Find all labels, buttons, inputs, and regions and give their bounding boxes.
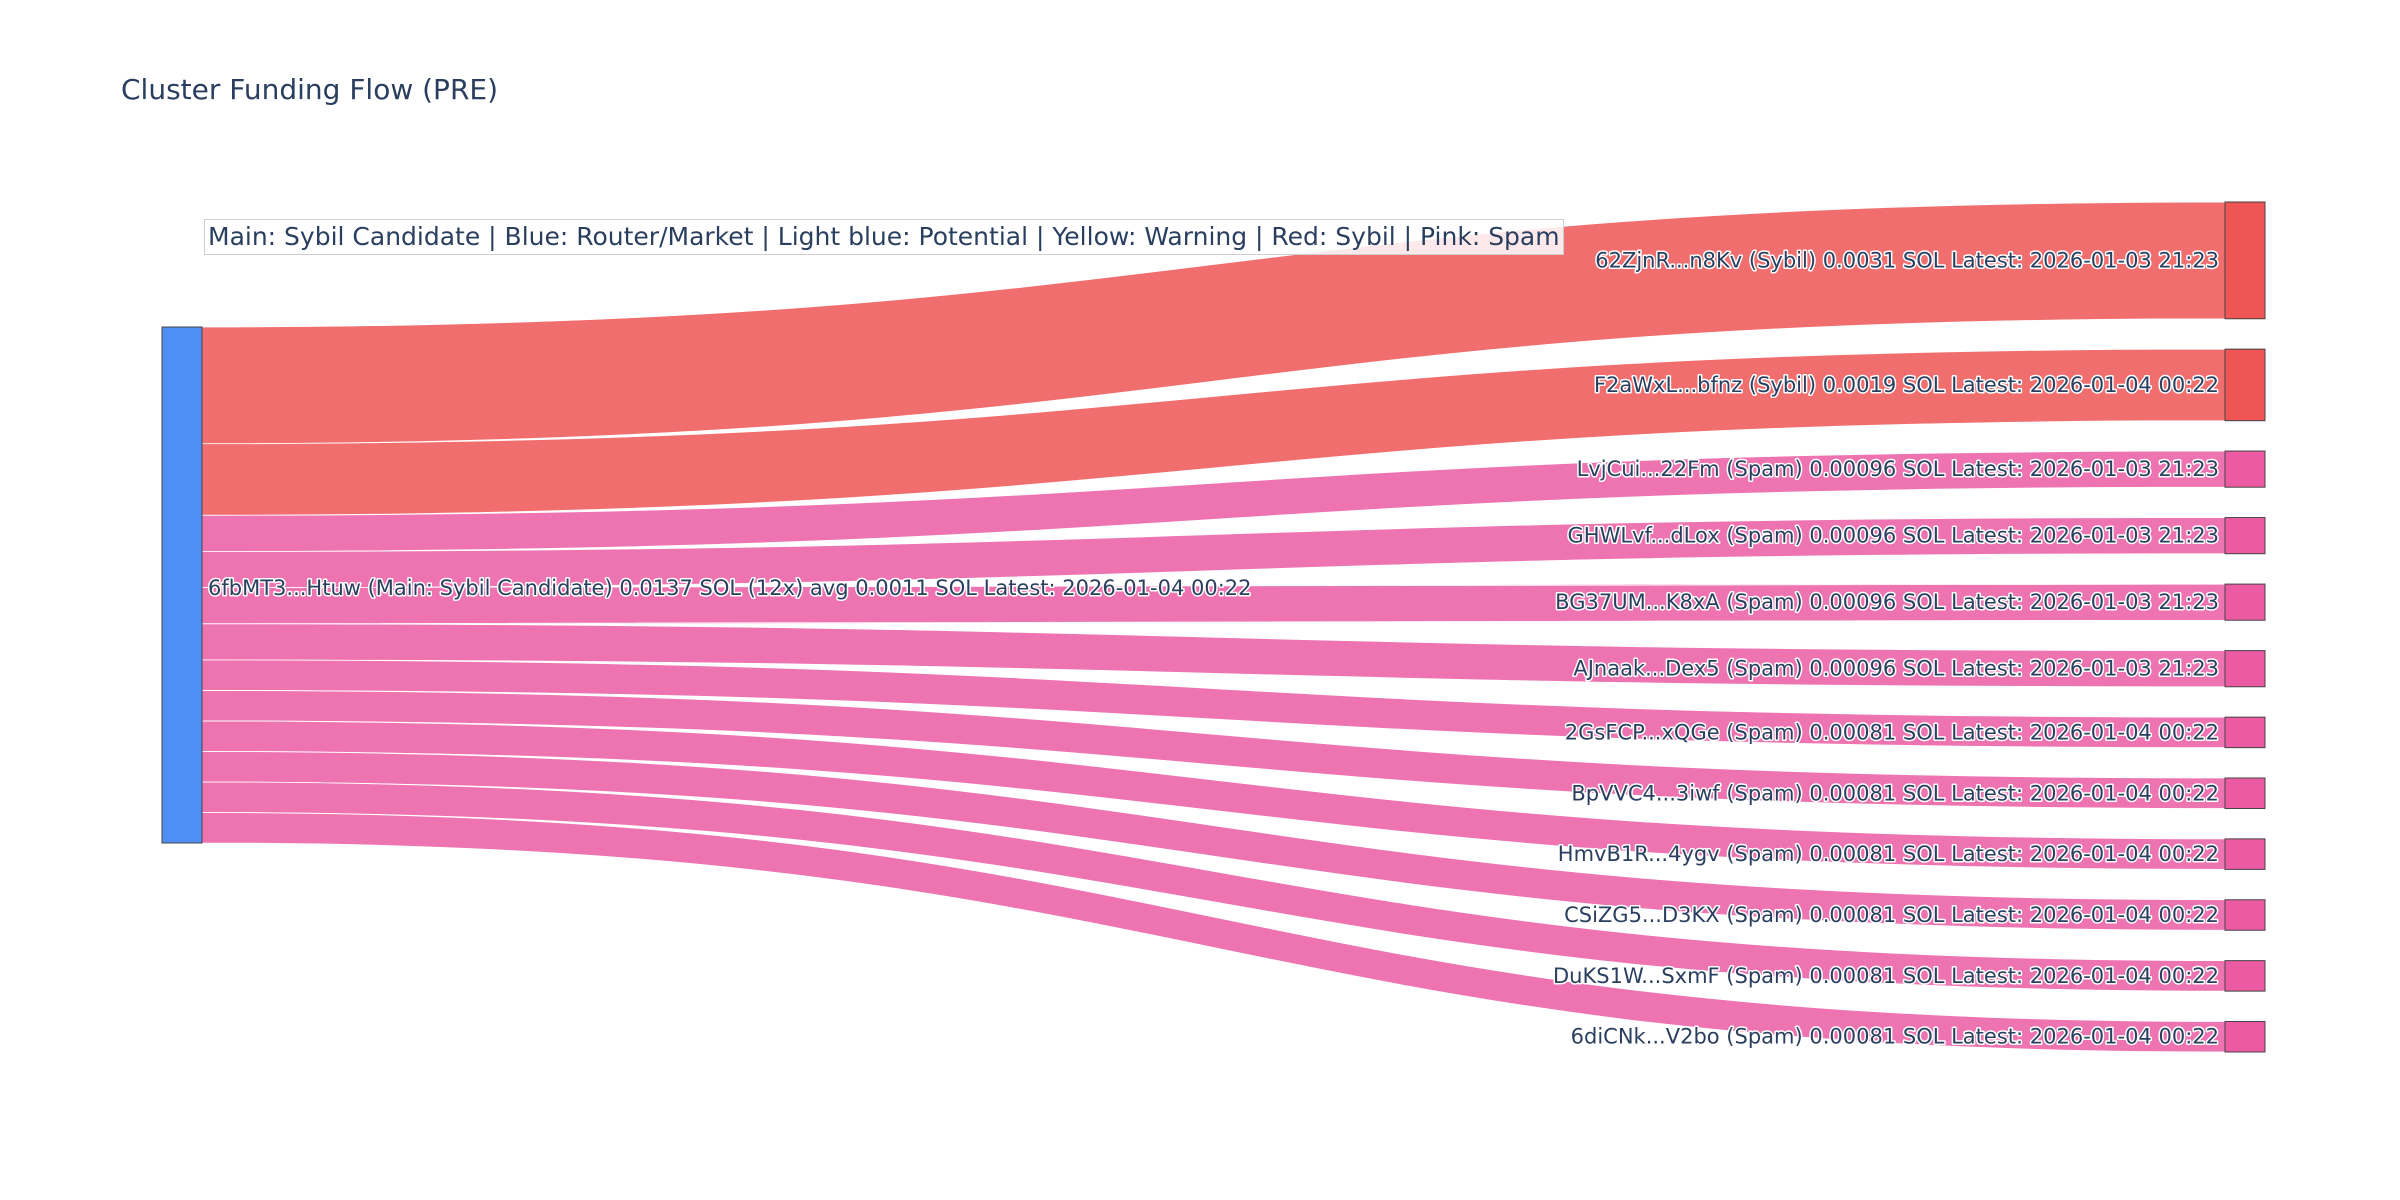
labels-layer: 62ZjnR...n8Kv (Sybil) 0.0031 SOL Latest:… [207, 247, 2221, 1050]
node-label-F2aWxL...bfnz: F2aWxL...bfnz (Sybil) 0.0019 SOL Latest:… [1594, 373, 2219, 397]
node-6fbMT3...Htuw [161, 326, 203, 844]
node-CSiZG5...D3KX [2224, 899, 2266, 931]
legend-note: Main: Sybil Candidate | Blue: Router/Mar… [204, 219, 1564, 255]
node-label-BG37UM...K8xA: BG37UM...K8xA (Spam) 0.00096 SOL Latest:… [1555, 590, 2219, 614]
node-2GsFCP...xQGe [2224, 716, 2266, 749]
node-label-AJnaak...Dex5: AJnaak...Dex5 (Spam) 0.00096 SOL Latest:… [1573, 657, 2219, 681]
node-GHWLvf...dLox [2224, 517, 2266, 555]
node-label-DuKS1W...SxmF: DuKS1W...SxmF (Spam) 0.00081 SOL Latest:… [1553, 964, 2219, 988]
node-AJnaak...Dex5 [2224, 650, 2266, 688]
node-label-HmvB1R...4ygv: HmvB1R...4ygv (Spam) 0.00081 SOL Latest:… [1558, 842, 2219, 866]
node-label-6diCNk...V2bo: 6diCNk...V2bo (Spam) 0.00081 SOL Latest:… [1571, 1025, 2219, 1049]
link-DuKS1W...SxmF [201, 781, 2226, 992]
node-DuKS1W...SxmF [2224, 960, 2266, 992]
node-label-BpVVC4...3iwf: BpVVC4...3iwf (Spam) 0.00081 SOL Latest:… [1571, 781, 2219, 805]
node-6diCNk...V2bo [2224, 1020, 2266, 1053]
node-label-2GsFCP...xQGe: 2GsFCP...xQGe (Spam) 0.00081 SOL Latest:… [1565, 720, 2219, 744]
node-label-LvjCui...22Fm: LvjCui...22Fm (Spam) 0.00096 SOL Latest:… [1577, 457, 2219, 481]
node-LvjCui...22Fm [2224, 450, 2266, 488]
node-BG37UM...K8xA [2224, 583, 2266, 621]
node-HmvB1R...4ygv [2224, 838, 2266, 870]
node-label-GHWLvf...dLox: GHWLvf...dLox (Spam) 0.00096 SOL Latest:… [1568, 524, 2220, 548]
node-label-62ZjnR...n8Kv: 62ZjnR...n8Kv (Sybil) 0.0031 SOL Latest:… [1595, 248, 2219, 272]
node-62ZjnR...n8Kv [2224, 201, 2266, 320]
node-F2aWxL...bfnz [2224, 348, 2266, 422]
node-label-6fbMT3...Htuw: 6fbMT3...Htuw (Main: Sybil Candidate) 0.… [208, 576, 1252, 600]
nodes-layer [161, 201, 2266, 1053]
node-BpVVC4...3iwf [2224, 777, 2266, 810]
node-label-CSiZG5...D3KX: CSiZG5...D3KX (Spam) 0.00081 SOL Latest:… [1564, 903, 2219, 927]
chart-title: Cluster Funding Flow (PRE) [121, 73, 499, 106]
links-layer [201, 201, 2226, 1053]
